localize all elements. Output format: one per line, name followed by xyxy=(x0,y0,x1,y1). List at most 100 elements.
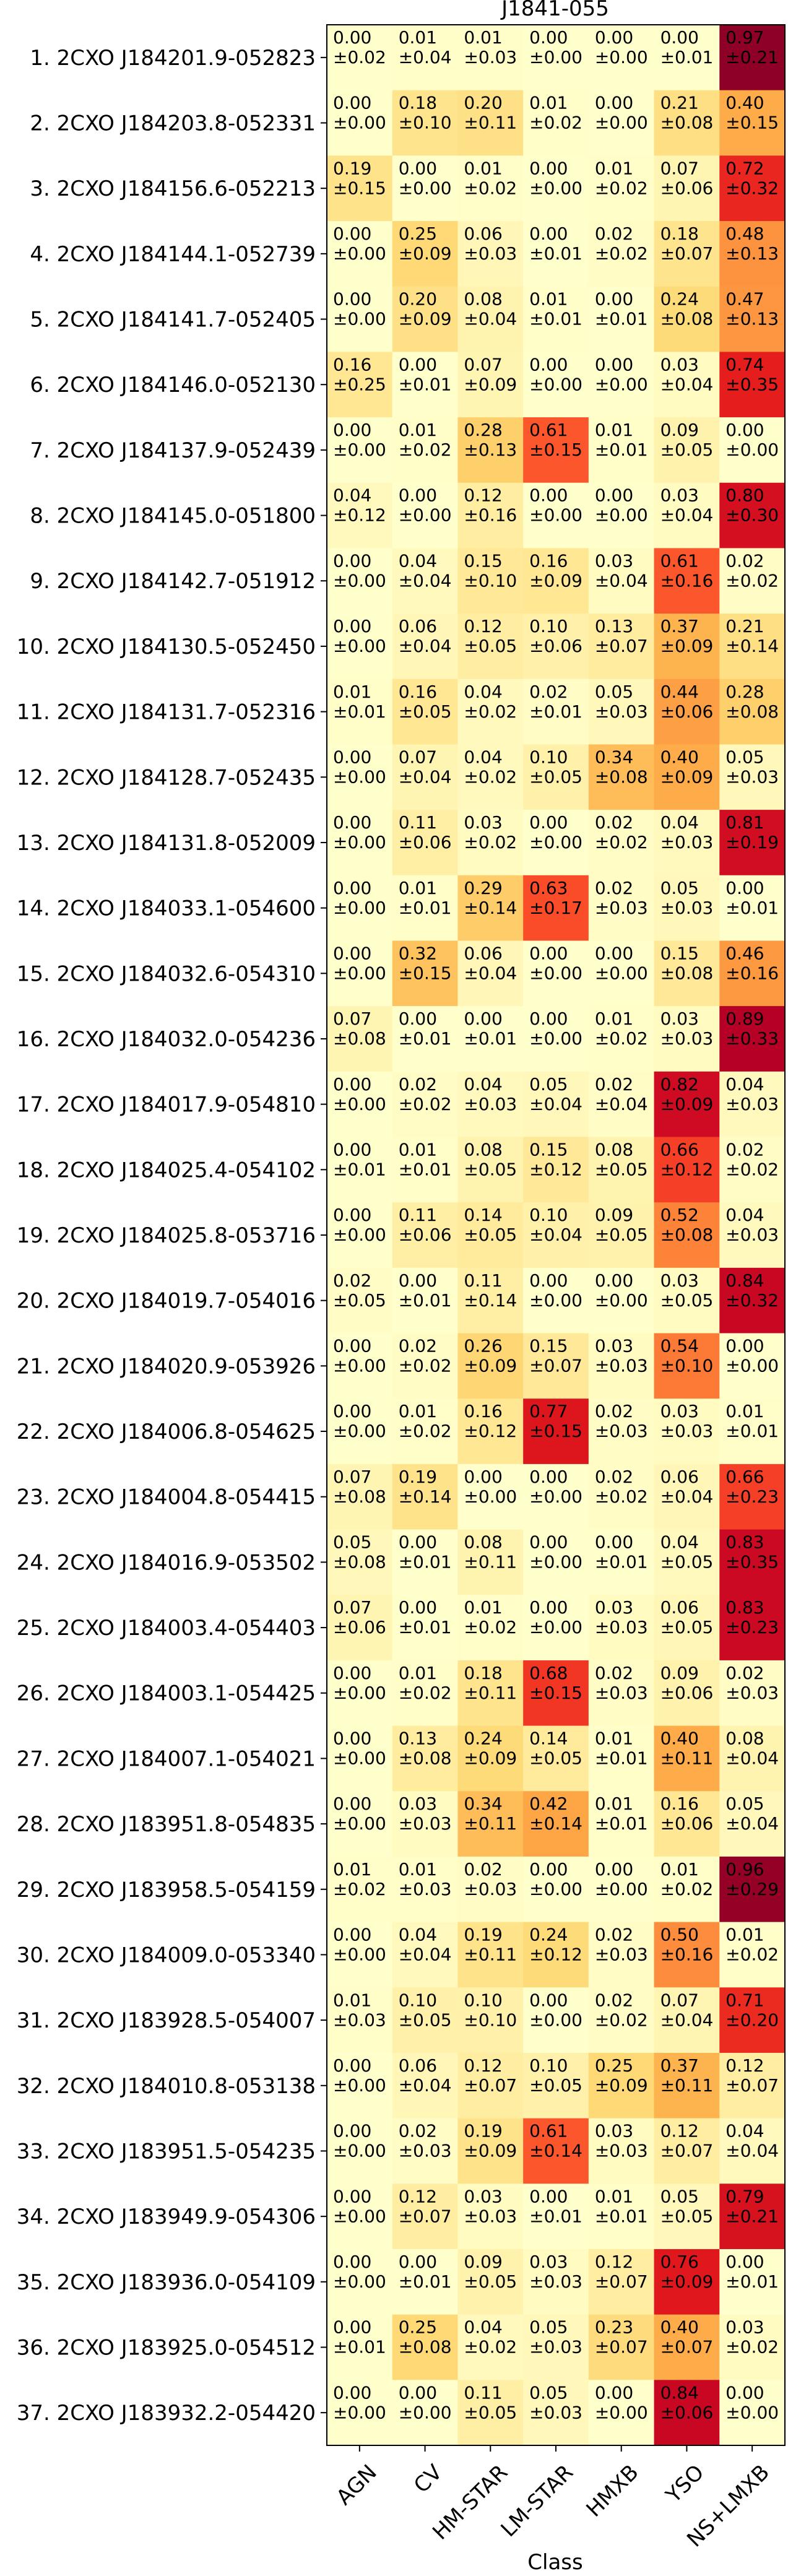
cell-error-label: ±0.04 xyxy=(660,374,714,394)
cell-error-label: ±0.32 xyxy=(725,178,779,198)
cell-error-label: ±0.01 xyxy=(333,2337,386,2357)
heatmap-cell xyxy=(457,2184,524,2250)
cell-value-label: 0.00 xyxy=(399,354,437,375)
cell-value-label: 0.00 xyxy=(333,1074,371,1095)
heatmap-cell xyxy=(719,221,786,287)
cell-value-label: 0.61 xyxy=(529,2121,568,2141)
heatmap-cell xyxy=(523,1202,589,1268)
row-label: 16. 2CXO J184032.0-054236 xyxy=(17,1027,316,1052)
cell-value-label: 0.04 xyxy=(725,1205,764,1225)
heatmap-cell xyxy=(392,1791,458,1857)
cell-value-label: 0.40 xyxy=(660,2317,699,2338)
heatmap-cell xyxy=(392,155,458,222)
cell-error-label: ±0.04 xyxy=(725,1748,779,1769)
heatmap-cell xyxy=(457,875,524,941)
heatmap-cell xyxy=(719,1595,786,1661)
cell-error-label: ±0.00 xyxy=(333,1945,386,1965)
cell-value-label: 0.18 xyxy=(660,223,699,244)
cell-error-label: ±0.00 xyxy=(529,1486,582,1507)
heatmap-cell xyxy=(588,548,655,614)
heatmap-cell xyxy=(654,1987,720,2053)
cell-error-label: ±0.04 xyxy=(399,570,452,591)
cell-error-label: ±0.02 xyxy=(464,178,517,198)
heatmap-cell xyxy=(654,1137,720,1203)
cell-value-label: 0.06 xyxy=(399,2055,437,2076)
cell-error-label: ±0.03 xyxy=(595,898,648,918)
cell-error-label: ±0.10 xyxy=(399,113,452,133)
cell-value-label: 0.25 xyxy=(399,2317,437,2338)
cell-error-label: ±0.03 xyxy=(399,2141,452,2161)
cell-value-label: 0.03 xyxy=(595,550,633,571)
cell-error-label: ±0.07 xyxy=(464,2075,517,2096)
heatmap-cell xyxy=(523,1529,589,1595)
cell-error-label: ±0.00 xyxy=(333,1225,386,1245)
cell-value-label: 0.12 xyxy=(725,2055,764,2076)
cell-value-label: 0.04 xyxy=(399,550,437,571)
row-label: 3. 2CXO J184156.6-052213 xyxy=(30,176,316,201)
heatmap-cell xyxy=(588,1529,655,1595)
cell-error-label: ±0.08 xyxy=(660,113,714,133)
cell-error-label: ±0.03 xyxy=(660,1421,714,1441)
cell-error-label: ±0.35 xyxy=(725,374,779,394)
cell-value-label: 0.26 xyxy=(464,1336,502,1356)
cell-value-label: 0.02 xyxy=(595,1074,633,1095)
heatmap-cell xyxy=(327,1595,393,1661)
cell-value-label: 0.66 xyxy=(660,1139,699,1160)
cell-value-label: 0.00 xyxy=(529,1859,568,1880)
heatmap-cell xyxy=(719,417,786,484)
cell-value-label: 0.01 xyxy=(595,420,633,440)
cell-value-label: 0.05 xyxy=(725,747,764,767)
cell-value-label: 0.83 xyxy=(725,1532,764,1553)
cell-error-label: ±0.01 xyxy=(725,1421,779,1441)
heatmap-cell xyxy=(523,1071,589,1137)
heatmap-cell xyxy=(327,482,393,549)
cell-error-label: ±0.01 xyxy=(399,1159,452,1179)
heatmap-cell xyxy=(523,679,589,745)
cell-value-label: 0.15 xyxy=(464,550,502,571)
cell-value-label: 0.00 xyxy=(529,943,568,963)
heatmap-cell xyxy=(523,1267,589,1334)
cell-error-label: ±0.19 xyxy=(725,832,779,852)
heatmap-cell xyxy=(719,744,786,810)
cell-value-label: 0.32 xyxy=(399,943,437,963)
cell-error-label: ±0.01 xyxy=(725,2271,779,2292)
cell-value-label: 0.00 xyxy=(725,420,764,440)
heatmap-cell xyxy=(588,286,655,352)
cell-error-label: ±0.07 xyxy=(595,2271,648,2292)
cell-value-label: 0.00 xyxy=(333,2252,371,2272)
row-label: 9. 2CXO J184142.7-051912 xyxy=(30,569,316,594)
heatmap-cell xyxy=(392,90,458,156)
heatmap-cell xyxy=(588,1137,655,1203)
heatmap-cell xyxy=(392,548,458,614)
cell-error-label: ±0.02 xyxy=(595,178,648,198)
cell-value-label: 0.23 xyxy=(595,2317,633,2338)
cell-error-label: ±0.09 xyxy=(464,1356,517,1376)
cell-error-label: ±0.04 xyxy=(725,2141,779,2161)
cell-error-label: ±0.00 xyxy=(725,1356,779,1376)
cell-error-label: ±0.08 xyxy=(660,1225,714,1245)
cell-value-label: 0.12 xyxy=(660,2121,699,2141)
cell-value-label: 0.02 xyxy=(595,223,633,244)
cell-error-label: ±0.11 xyxy=(464,1945,517,1965)
heatmap-cell xyxy=(327,1922,393,1988)
heatmap-cell xyxy=(327,1399,393,1465)
cell-value-label: 0.03 xyxy=(725,2317,764,2338)
cell-value-label: 0.00 xyxy=(529,1270,568,1291)
heatmap-cell xyxy=(654,2314,720,2380)
cell-error-label: ±0.00 xyxy=(333,963,386,983)
cell-value-label: 0.03 xyxy=(399,1793,437,1814)
cell-error-label: ±0.00 xyxy=(333,2141,386,2161)
cell-error-label: ±0.23 xyxy=(725,1617,779,1637)
cell-error-label: ±0.04 xyxy=(464,309,517,329)
heatmap-cell xyxy=(392,1660,458,1727)
heatmap-cell xyxy=(588,744,655,810)
cell-value-label: 0.20 xyxy=(464,93,502,113)
heatmap-cell xyxy=(327,1202,393,1268)
cell-error-label: ±0.16 xyxy=(660,570,714,591)
cell-value-label: 0.01 xyxy=(399,27,437,48)
cell-error-label: ±0.11 xyxy=(464,1683,517,1703)
cell-value-label: 0.04 xyxy=(464,1074,502,1095)
heatmap-cell xyxy=(457,1333,524,1399)
cell-value-label: 0.00 xyxy=(333,616,371,636)
cell-value-label: 0.00 xyxy=(399,1008,437,1029)
